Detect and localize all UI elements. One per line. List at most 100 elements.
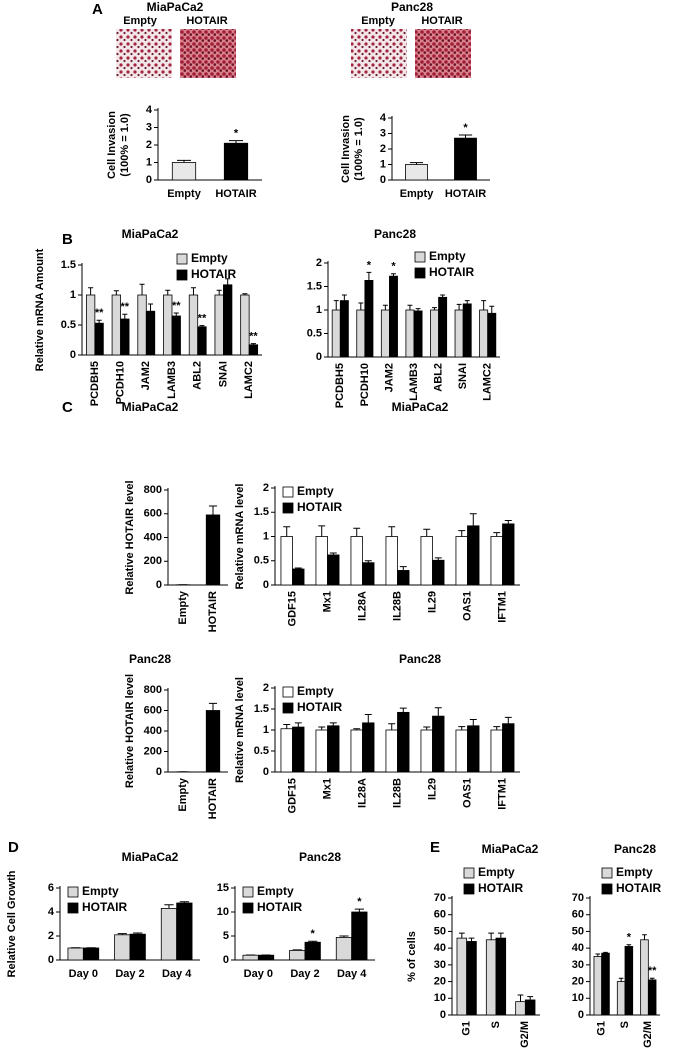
y-tick-label: 3 <box>380 127 386 139</box>
bar <box>240 294 250 356</box>
y-tick-label: 20 <box>434 975 446 987</box>
error-bar <box>308 940 318 943</box>
y-axis-label: Relative mRNA level <box>234 677 246 783</box>
x-tick-label: LAMC2 <box>243 361 255 399</box>
error-bar <box>409 162 424 165</box>
error-bar <box>458 530 466 537</box>
error-bar <box>489 305 495 314</box>
y-tick-label: 200 <box>144 745 162 757</box>
y-tick-label: 10 <box>217 906 229 918</box>
error-bar <box>353 527 361 537</box>
y-tick-label: 0 <box>316 351 322 363</box>
y-tick-label: 1 <box>380 158 386 170</box>
bar <box>640 939 649 1016</box>
significance-mark: * <box>234 128 239 140</box>
error-bar <box>354 908 364 912</box>
y-tick-label: 0 <box>146 174 152 186</box>
y-tick-label: 0 <box>578 1009 584 1021</box>
x-tick-label: HOTAIR <box>207 591 219 632</box>
y-tick-label: 4 <box>146 104 153 116</box>
x-tick-label: Day 4 <box>162 968 192 980</box>
bar <box>467 725 480 773</box>
bar <box>432 715 445 773</box>
y-tick-label: 70 <box>572 892 584 904</box>
legend-swatch <box>463 867 475 879</box>
error-bar <box>364 713 372 723</box>
y-tick-label: 0.5 <box>254 555 269 567</box>
error-bar <box>179 901 189 903</box>
chart-title: MiaPaCa2 <box>392 400 449 414</box>
bar <box>257 954 275 961</box>
y-tick-label: 0 <box>70 349 76 361</box>
bar <box>350 729 363 773</box>
error-bar <box>458 726 466 730</box>
y-tick-label: 0.5 <box>61 319 76 331</box>
x-tick-label: Empty <box>167 188 202 200</box>
bar <box>160 908 178 961</box>
y-tick-label: 30 <box>434 959 446 971</box>
error-bar <box>493 532 501 537</box>
significance-mark: * <box>391 261 396 273</box>
error-bar <box>88 287 94 295</box>
y-tick-label: 20 <box>572 975 584 987</box>
error-bar <box>423 528 431 537</box>
bar <box>485 939 497 1016</box>
legend-label: Empty <box>257 884 294 898</box>
y-tick-label: 6 <box>48 882 54 894</box>
error-bar <box>458 932 465 939</box>
bar <box>304 941 321 961</box>
y-tick-label: 10 <box>434 992 446 1004</box>
error-bar <box>283 526 291 537</box>
bar <box>502 723 515 773</box>
error-bar <box>434 557 442 561</box>
micrograph <box>180 29 236 78</box>
bar <box>524 999 536 1016</box>
y-tick-label: 800 <box>144 484 162 496</box>
y-tick-label: 1 <box>70 289 76 301</box>
error-bar <box>122 313 128 319</box>
error-bar <box>341 294 347 301</box>
error-bar <box>434 707 442 717</box>
bar <box>380 309 390 358</box>
error-bar <box>481 300 487 310</box>
error-bar <box>504 519 512 524</box>
error-bar <box>318 726 326 730</box>
legend-label: Empty <box>478 865 515 879</box>
y-axis-label: (100% = 1.0) <box>353 117 365 181</box>
y-axis-label: Cell Invasion <box>340 115 352 183</box>
error-bar <box>440 294 446 298</box>
x-tick-label: OAS1 <box>461 778 473 808</box>
bar <box>438 296 448 358</box>
y-tick-label: 0 <box>263 579 269 591</box>
y-tick-label: 50 <box>434 925 446 937</box>
y-tick-label: 40 <box>572 942 584 954</box>
y-axis-label: Relative HOTAIR level <box>124 480 136 594</box>
bar <box>163 294 173 356</box>
error-bar <box>364 560 372 563</box>
y-tick-label: 0 <box>223 954 229 966</box>
y-tick-label: 800 <box>144 684 162 696</box>
legend-swatch <box>242 902 254 914</box>
chart-title: MiaPaCa2 <box>122 227 179 241</box>
significance-mark: * <box>357 896 362 908</box>
significance-mark: ** <box>172 300 181 312</box>
error-bar <box>113 290 119 295</box>
error-bar <box>626 944 632 947</box>
error-bar <box>366 271 372 281</box>
bar <box>315 536 328 586</box>
bar <box>248 344 259 356</box>
y-tick-label: 0.5 <box>307 327 322 339</box>
bar <box>405 309 415 358</box>
error-bar <box>504 716 512 724</box>
x-tick-label: IL28B <box>391 591 403 621</box>
bar <box>467 525 480 586</box>
error-bar <box>642 934 647 940</box>
legend-swatch <box>67 902 79 914</box>
error-bar <box>294 567 302 569</box>
bar <box>171 162 197 181</box>
y-tick-label: 70 <box>434 892 446 904</box>
panel-label: E <box>430 839 440 856</box>
x-tick-label: HOTAIR <box>445 188 486 200</box>
x-tick-label: G2/M <box>519 1021 531 1048</box>
